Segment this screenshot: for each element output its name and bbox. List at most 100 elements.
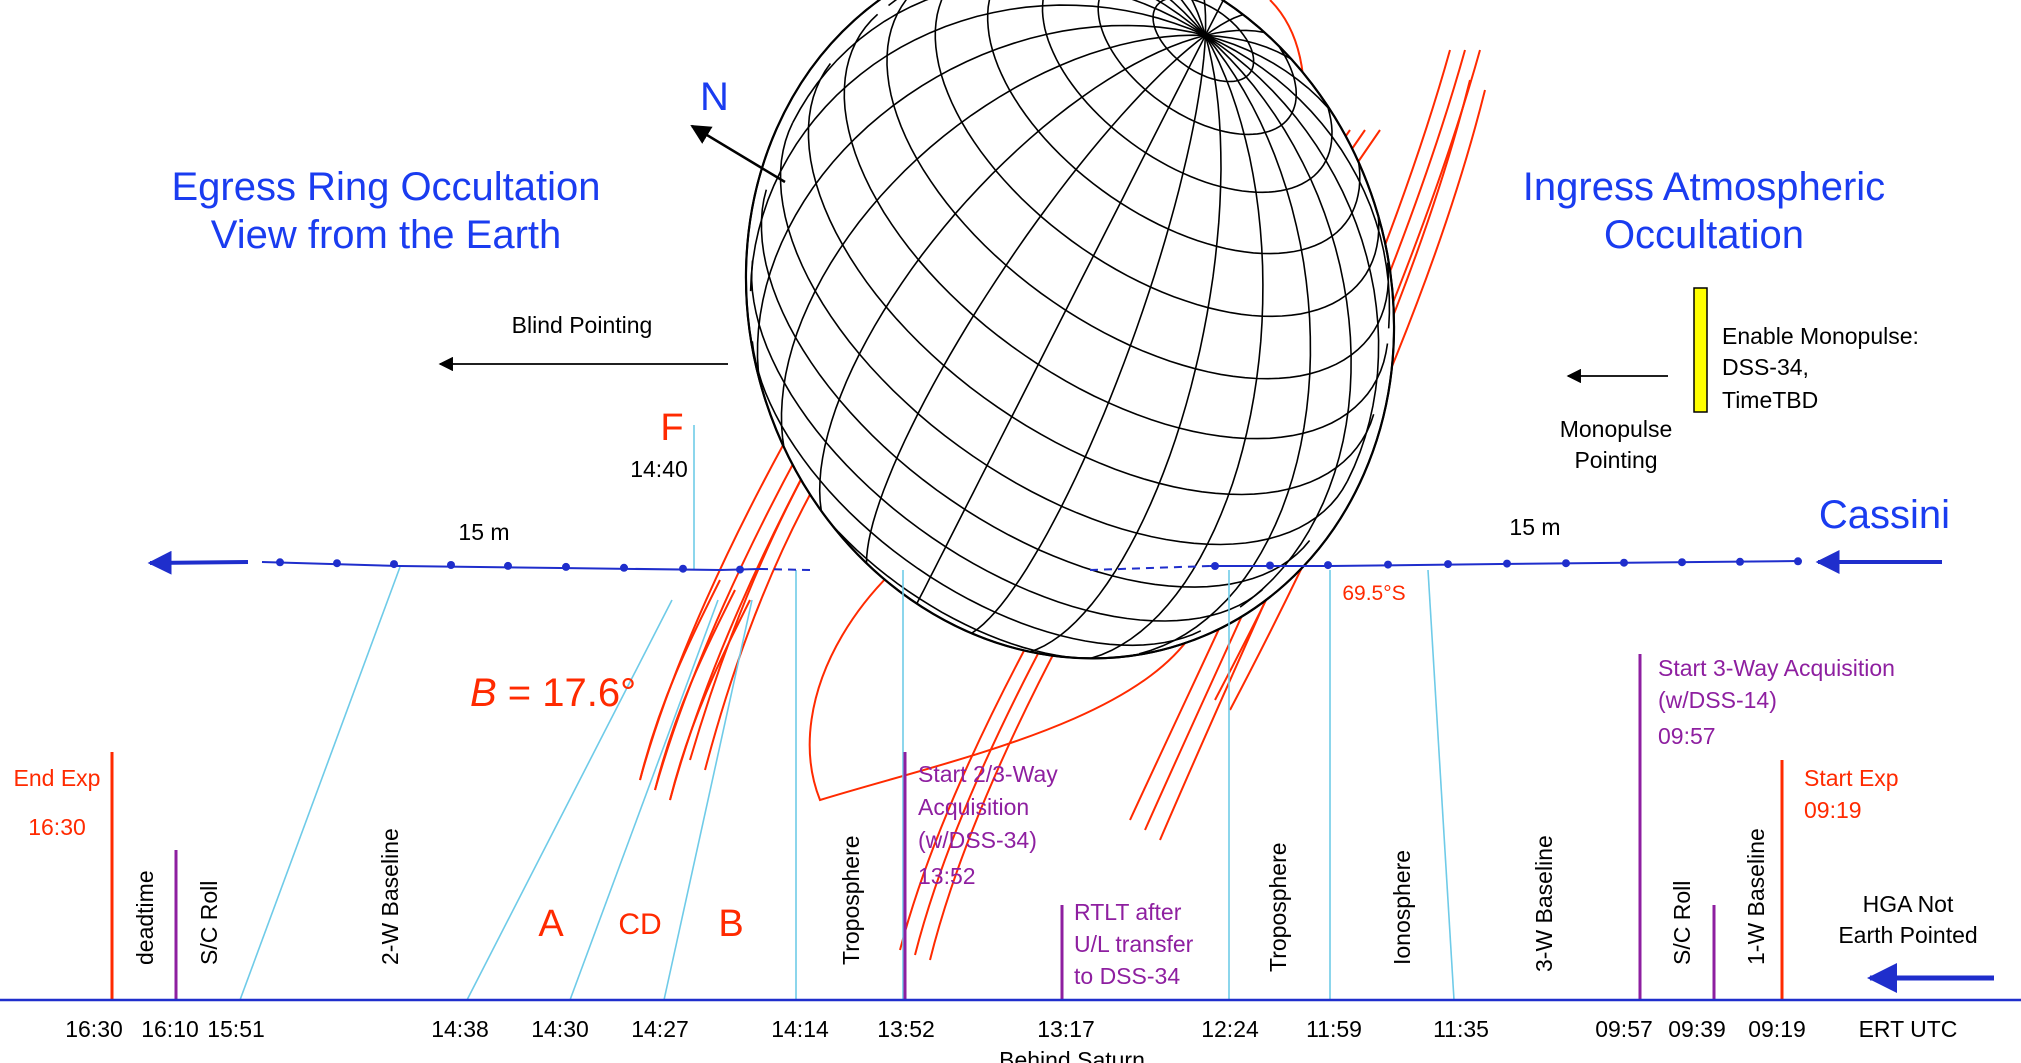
enable-monopulse-3: TimeTBD: [1722, 387, 1818, 413]
globe-gridline: [780, 34, 1206, 494]
trajectory-point: [1324, 561, 1332, 570]
timeline-tick-label: 16:10: [141, 1016, 199, 1042]
ingress-title-line1: Ingress Atmospheric: [1523, 165, 1885, 209]
trajectory-point: [736, 565, 744, 574]
globe-gridline: [1000, 0, 1207, 36]
vertical-label-troposphere-right: Troposphere: [1265, 842, 1291, 972]
globe-gridline: [951, 35, 1207, 639]
ert-utc-label: ERT UTC: [1859, 1016, 1958, 1042]
timeline-tick-label: 11:59: [1306, 1016, 1362, 1042]
ingress-title-line2: Occultation: [1604, 213, 1804, 257]
globe-gridline: [934, 0, 1380, 318]
globe-gridline: [750, 260, 1263, 622]
trajectory-point: [276, 558, 284, 567]
globe-gridline: [779, 122, 1349, 546]
monopulse-pointing-label-2: Pointing: [1574, 447, 1657, 473]
behind-saturn-label: Behind Saturn: [999, 1047, 1145, 1063]
vertical-label-sc-roll-left: S/C Roll: [196, 881, 222, 965]
ring-cd-label: CD: [618, 908, 661, 941]
globe-gridline: [1097, 0, 1297, 136]
globe-gridline: [1204, 34, 1380, 482]
trajectory-point: [447, 561, 455, 569]
rtlt-label-3: to DSS-34: [1074, 963, 1180, 989]
globe-gridline: [843, 13, 1389, 440]
trajectory-exit-arrow: [147, 550, 249, 575]
trajectory-point: [562, 562, 570, 571]
globe-gridline: [1041, 0, 1333, 194]
trajectory-point: [1678, 558, 1686, 567]
globe-gridline: [749, 4, 1206, 292]
vertical-label-sc-roll-right: S/C Roll: [1669, 881, 1695, 965]
trajectory-point: [1562, 559, 1570, 568]
start-3way-label-3: 09:57: [1658, 723, 1716, 749]
timeline-tick-label: 12:24: [1201, 1016, 1259, 1042]
globe-gridline: [865, 34, 1206, 587]
vertical-label-troposphere-left: Troposphere: [838, 835, 864, 965]
trajectory-hidden-segment: [1089, 565, 1211, 571]
trajectory-point: [1266, 561, 1274, 570]
end-exp-label-2: 16:30: [28, 814, 86, 840]
timeline-tick-label: 14:27: [631, 1016, 689, 1042]
globe-gridline: [1204, 34, 1352, 608]
north-label: N: [700, 75, 729, 119]
start-23way-label-1: Start 2/3-Way: [918, 761, 1058, 787]
trajectory-point: [504, 561, 512, 570]
f-time: 14:40: [630, 456, 688, 482]
rtlt-label-1: RTLT after: [1074, 899, 1182, 925]
egress-title-line2: View from the Earth: [211, 213, 562, 257]
globe-gridline: [760, 189, 1311, 588]
globe-gridline: [1061, 35, 1264, 663]
end-exp-label-1: End Exp: [14, 765, 101, 791]
timeline-tick-label: 14:38: [431, 1016, 489, 1042]
trajectory-point: [333, 559, 341, 568]
ring-b-label: B: [718, 903, 743, 945]
timeline-tick-label: 09:39: [1668, 1016, 1726, 1042]
globe-gridline: [756, 24, 1206, 413]
monopulse-enable-marker: [1693, 287, 1708, 413]
vertical-label-3w-baseline: 3-W Baseline: [1531, 835, 1557, 972]
rtlt-label-2: U/L transfer: [1074, 931, 1194, 957]
timeline-tick-label: 15:51: [207, 1016, 265, 1042]
trajectory-point: [1794, 557, 1802, 566]
timeline-tick-label: 14:14: [771, 1016, 829, 1042]
start-exp-label-1: Start Exp: [1804, 765, 1899, 791]
trajectory-point: [620, 563, 628, 572]
start-3way-label-2: (w/DSS-14): [1658, 687, 1777, 713]
start-23way-label-4: 13:52: [918, 863, 976, 889]
latitude-label: 69.5°S: [1342, 582, 1405, 605]
enable-monopulse-2: DSS-34,: [1722, 354, 1809, 380]
globe-gridline: [886, 0, 1390, 380]
monopulse-pointing-label-1: Monopulse: [1560, 416, 1673, 442]
egress-title-line1: Egress Ring Occultation: [171, 165, 600, 209]
timeline-tick-label: 09:19: [1748, 1016, 1806, 1042]
timeline-tick-label: 09:57: [1595, 1016, 1653, 1042]
timeline-tick-label: 16:30: [65, 1016, 123, 1042]
north-arrow: [690, 124, 786, 184]
trajectory-ingress-segment: [1210, 560, 1801, 567]
globe-gridline: [807, 63, 1375, 496]
enable-monopulse-1: Enable Monopulse:: [1722, 323, 1919, 349]
globe-gridline: [1078, 0, 1207, 36]
trajectory-point: [390, 560, 398, 569]
globe-gridline: [1205, 34, 1391, 329]
span-right: 15 m: [1509, 514, 1560, 540]
globe-gridline: [1140, 0, 1207, 36]
start-23way-label-3: (w/DSS-34): [918, 827, 1037, 853]
globe-gridline: [1204, 0, 1230, 36]
vertical-label-2w-baseline: 2-W Baseline: [377, 828, 403, 965]
timeline-tick-labels: 16:30 16:10 15:51 14:38 14:30 14:27 14:14 13:52…: [65, 1016, 1806, 1042]
start-exp-label-2: 09:19: [1804, 797, 1862, 823]
saturn-globe: [744, 0, 1396, 663]
vertical-label-ionosphere: Ionosphere: [1389, 850, 1415, 965]
trajectory-point: [1503, 559, 1511, 568]
trajectory-point: [1620, 558, 1628, 567]
f-label: F: [660, 407, 683, 449]
b-angle-label: B = 17.6°: [470, 671, 636, 715]
globe-gridline: [910, 35, 1207, 616]
globe-gridline: [1138, 34, 1312, 655]
span-left: 15 m: [458, 519, 509, 545]
globe-gridline: [1187, 0, 1207, 36]
trajectory-point: [679, 564, 687, 573]
cassini-label: Cassini: [1819, 493, 1950, 537]
